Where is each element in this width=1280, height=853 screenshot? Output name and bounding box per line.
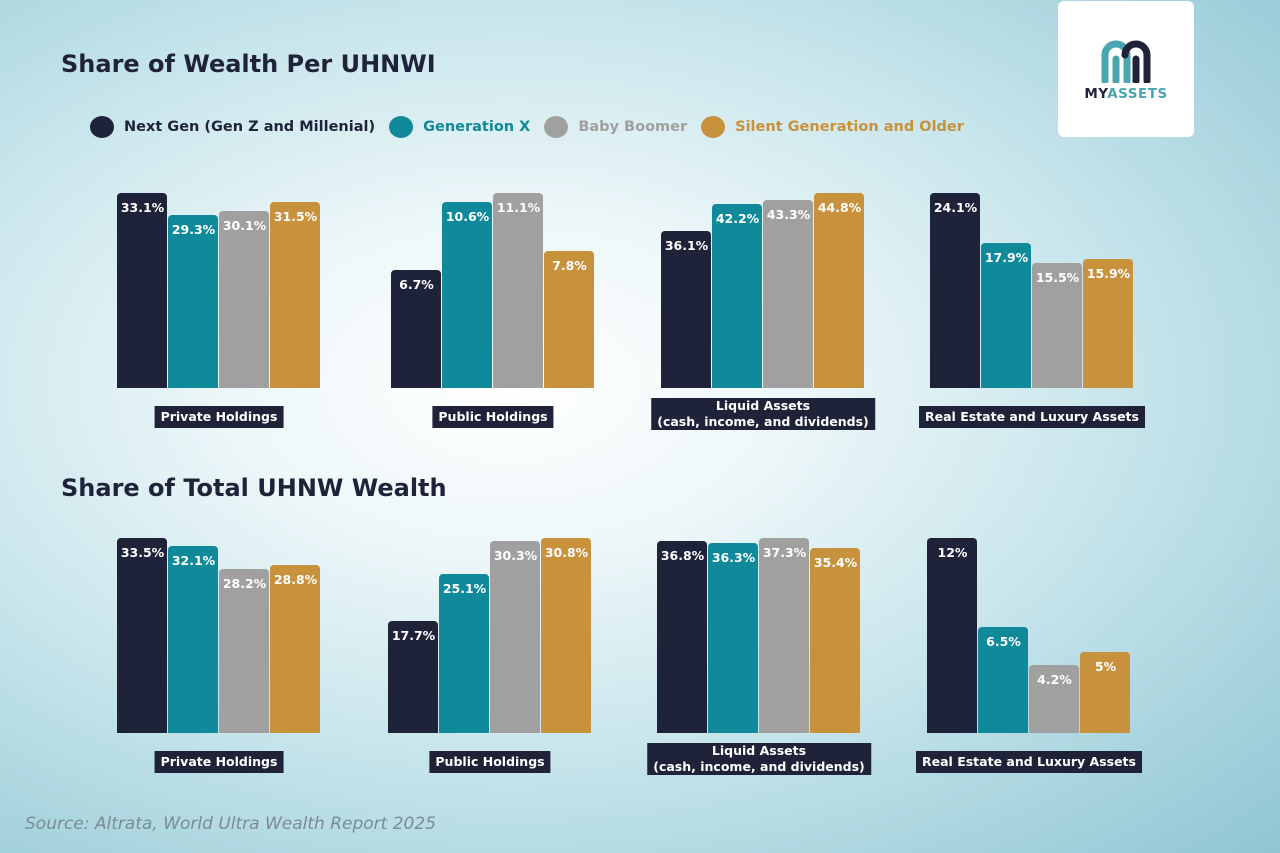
- bar: [544, 250, 594, 388]
- bar: [388, 620, 438, 733]
- data-label: 17.9%: [984, 250, 1029, 266]
- data-label: 37.3%: [762, 545, 807, 560]
- data-label: 4.2%: [1037, 671, 1072, 687]
- bar: [493, 193, 543, 388]
- data-label: 33.5%: [120, 545, 165, 560]
- legend-swatch: [544, 116, 569, 138]
- source-note: Source: Altrata, World Ultra Wealth Repo…: [25, 814, 437, 834]
- data-label: 29.3%: [171, 222, 216, 238]
- bar: [442, 201, 492, 388]
- data-label: 30.3%: [493, 548, 538, 564]
- data-label: 36.1%: [664, 237, 709, 253]
- bar: [168, 215, 218, 388]
- chart-title-1: Share of Wealth Per UHNWI: [61, 50, 436, 78]
- data-label: 31.5%: [273, 209, 318, 225]
- bar: [712, 204, 762, 388]
- chart-title-2: Share of Total UHNW Wealth: [61, 474, 447, 502]
- data-label: 12%: [937, 545, 968, 560]
- bar: [219, 568, 269, 733]
- logo-text-my: MY: [1084, 86, 1108, 102]
- bar: [490, 541, 540, 733]
- data-label: 33.1%: [120, 200, 165, 215]
- legend-item: Silent Generation and Older: [701, 116, 964, 138]
- legend-item: Next Gen (Gen Z and Millenial): [90, 116, 375, 138]
- data-label: 30.8%: [544, 545, 589, 560]
- data-label: 6.7%: [399, 277, 434, 293]
- bar: [168, 546, 218, 733]
- data-label: 42.2%: [715, 211, 760, 227]
- data-label: 17.7%: [391, 627, 436, 643]
- bar: [1032, 262, 1082, 388]
- data-label: 43.3%: [766, 206, 811, 222]
- data-label: 44.8%: [817, 200, 862, 215]
- bar: [117, 538, 167, 733]
- legend-swatch: [389, 116, 414, 138]
- data-label: 10.6%: [445, 208, 490, 224]
- bar: [978, 627, 1028, 733]
- logo-text-assets: ASSETS: [1107, 86, 1168, 102]
- category-label: Private Holdings: [154, 406, 284, 428]
- bar: [810, 547, 860, 733]
- bar: [661, 230, 711, 388]
- category-label: Real Estate and Luxury Assets: [919, 406, 1145, 428]
- category-label: Public Holdings: [429, 751, 551, 773]
- bar: [930, 193, 980, 388]
- data-label: 30.1%: [222, 217, 267, 233]
- myassets-logo: MYASSETS: [1058, 1, 1194, 137]
- bar: [708, 543, 758, 733]
- legend: Next Gen (Gen Z and Millenial) Generation…: [90, 116, 978, 138]
- data-label: 28.2%: [222, 575, 267, 591]
- legend-label: Silent Generation and Older: [735, 119, 964, 135]
- bar: [814, 193, 864, 388]
- category-label: Liquid Assets (cash, income, and dividen…: [651, 398, 875, 430]
- category-label: Public Holdings: [432, 406, 554, 428]
- bar: [981, 243, 1031, 388]
- data-label: 24.1%: [933, 200, 978, 215]
- bar: [657, 540, 707, 733]
- bar: [1080, 651, 1130, 733]
- data-label: 32.1%: [171, 553, 216, 569]
- data-label: 15.5%: [1035, 269, 1080, 285]
- legend-swatch: [701, 116, 726, 138]
- legend-label: Next Gen (Gen Z and Millenial): [124, 119, 376, 135]
- bar: [763, 199, 813, 388]
- logo-mark-icon: [1101, 40, 1151, 83]
- data-label: 28.8%: [273, 572, 318, 588]
- bar: [1029, 664, 1079, 733]
- category-label: Liquid Assets (cash, income, and dividen…: [647, 743, 871, 775]
- data-label: 25.1%: [442, 581, 487, 597]
- bar: [1083, 259, 1133, 388]
- legend-item: Generation X: [389, 116, 530, 138]
- bar: [541, 538, 591, 733]
- data-label: 35.4%: [813, 554, 858, 570]
- bar: [927, 538, 977, 733]
- data-label: 5%: [1094, 658, 1117, 674]
- bar: [219, 210, 269, 388]
- bar: [759, 538, 809, 733]
- bar: [439, 574, 489, 733]
- data-label: 15.9%: [1086, 266, 1131, 282]
- bar: [270, 202, 320, 388]
- legend-label: Baby Boomer: [578, 119, 688, 135]
- data-label: 36.3%: [711, 550, 756, 566]
- category-label: Real Estate and Luxury Assets: [916, 751, 1142, 773]
- data-label: 11.1%: [496, 200, 541, 215]
- bar: [270, 565, 320, 733]
- data-label: 6.5%: [986, 634, 1021, 650]
- data-label: 7.8%: [552, 257, 587, 273]
- legend-item: Baby Boomer: [544, 116, 687, 138]
- legend-label: Generation X: [423, 119, 531, 135]
- legend-swatch: [90, 116, 114, 138]
- bar: [391, 270, 441, 388]
- category-label: Private Holdings: [154, 751, 284, 773]
- data-label: 36.8%: [660, 547, 705, 563]
- bar: [117, 193, 167, 388]
